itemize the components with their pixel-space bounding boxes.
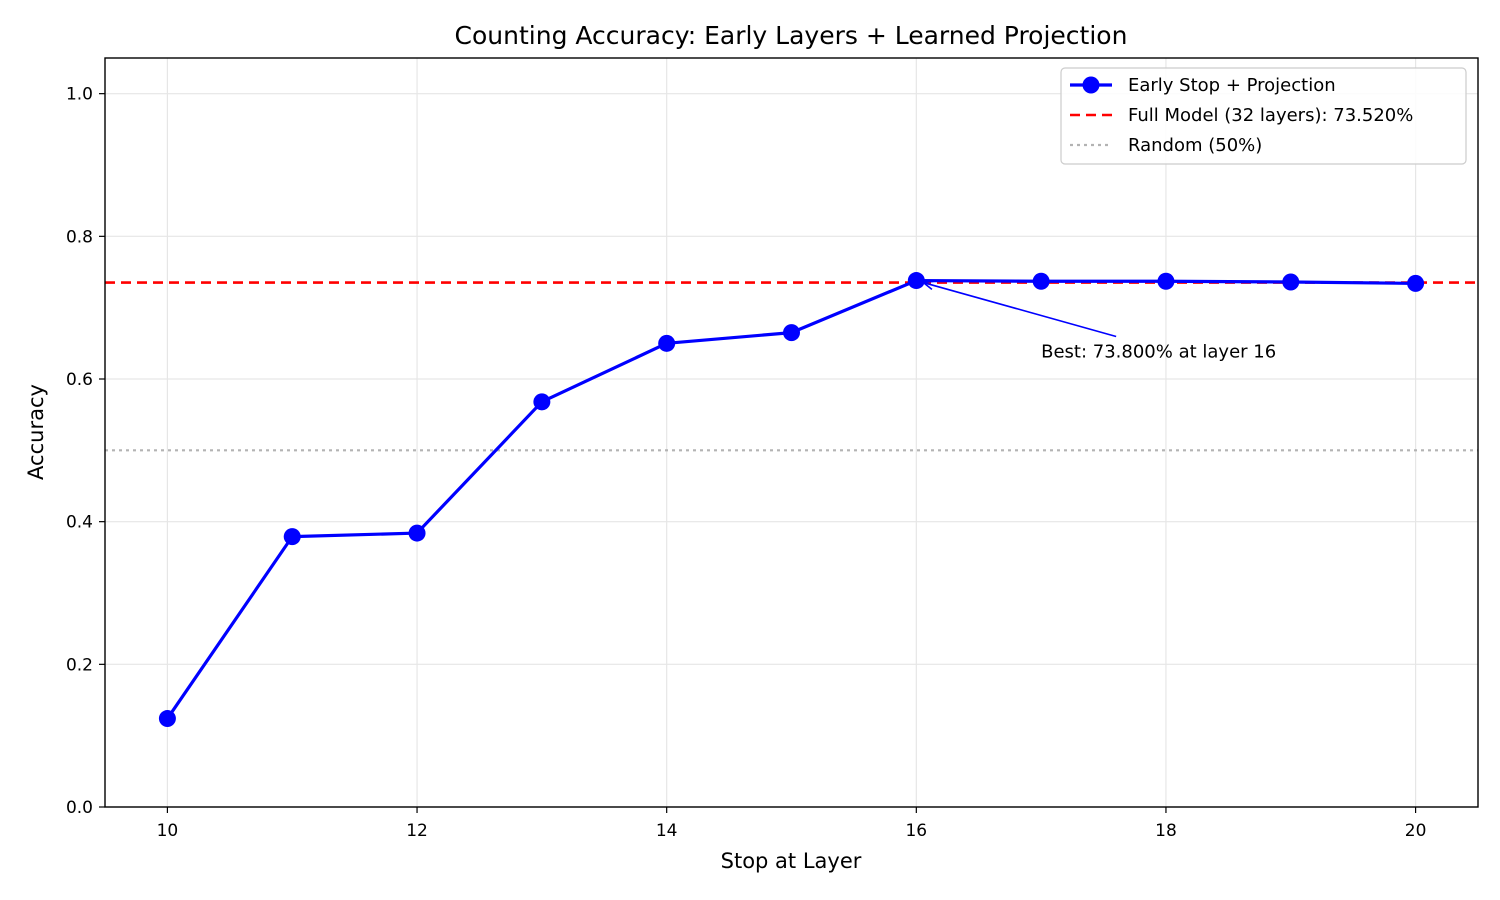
y-tick-label: 0.2 — [66, 655, 93, 675]
data-point — [1157, 272, 1175, 290]
y-tick-label: 0.4 — [66, 513, 93, 533]
data-point — [658, 334, 676, 352]
x-tick-label: 10 — [157, 821, 179, 841]
annotation-arrowhead — [921, 280, 935, 291]
x-tick-label: 12 — [406, 821, 428, 841]
chart-title: Counting Accuracy: Early Layers + Learne… — [455, 21, 1128, 50]
x-tick-label: 18 — [1155, 821, 1177, 841]
annotation-arrow — [923, 281, 1117, 338]
legend-label: Random (50%) — [1128, 135, 1262, 156]
legend: Early Stop + Projection Full Model (32 la… — [1060, 67, 1467, 165]
annotation-label: Best: 73.800% at layer 16 — [1041, 341, 1276, 362]
data-point — [907, 272, 925, 290]
annotation-layer: Best: 73.800% at layer 16 — [921, 280, 1276, 362]
y-tick-label: 1.0 — [66, 85, 93, 105]
y-tick-label: 0.0 — [66, 798, 93, 818]
x-tick-label: 20 — [1405, 821, 1427, 841]
y-tick-label: 0.8 — [66, 227, 93, 247]
data-point — [1407, 274, 1425, 292]
data-point — [283, 528, 301, 546]
data-point — [1282, 273, 1300, 291]
data-point — [783, 324, 800, 342]
data-point — [408, 524, 426, 542]
legend-box — [1060, 67, 1467, 165]
y-axis-title: Accuracy — [24, 384, 48, 480]
axis-ticks: 10 12 14 16 18 20 0.0 0.2 0.4 0.6 0.8 1.0 — [66, 85, 1426, 841]
legend-label: Early Stop + Projection — [1128, 75, 1336, 96]
series-layer — [158, 272, 1425, 728]
x-tick-label: 14 — [656, 821, 678, 841]
data-point — [158, 710, 176, 728]
data-point — [533, 393, 551, 411]
plot-frame — [104, 57, 1479, 808]
x-axis-title: Stop at Layer — [721, 849, 862, 873]
data-point — [1032, 272, 1050, 290]
legend-swatch-marker — [1082, 76, 1100, 94]
x-tick-label: 16 — [905, 821, 927, 841]
legend-label: Full Model (32 layers): 73.520% — [1128, 105, 1413, 126]
y-tick-label: 0.6 — [66, 370, 93, 390]
